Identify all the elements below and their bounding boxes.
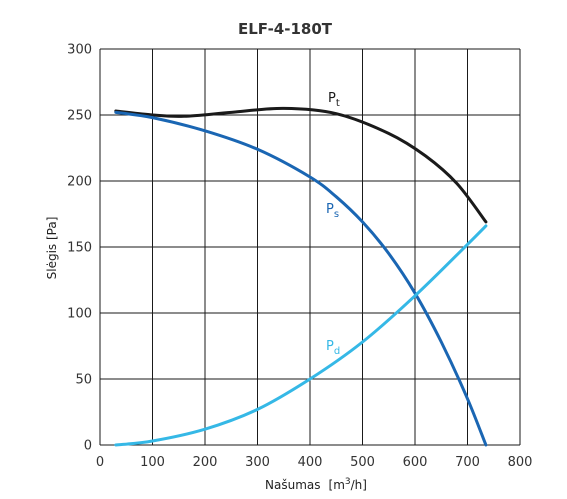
x-tick-label: 0: [96, 455, 104, 470]
y-axis-label: Slėgis [Pa]: [45, 217, 59, 280]
series-label-sub: d: [334, 346, 340, 357]
series-line-pd: [114, 224, 488, 447]
x-tick-label: 800: [508, 455, 533, 470]
series-label-sub: s: [334, 209, 339, 220]
y-tick-label: 150: [67, 241, 92, 256]
chart-title: ELF-4-180T: [238, 20, 333, 38]
x-tick-label: 400: [298, 455, 323, 470]
series-label-pd: Pd: [326, 339, 340, 357]
series-label-main: P: [326, 339, 334, 354]
grid: [99, 48, 521, 446]
y-tick-label: 250: [67, 109, 92, 124]
series-label-main: P: [326, 202, 334, 217]
y-tick-label: 200: [67, 175, 92, 190]
x-tick-label: 100: [140, 455, 165, 470]
y-axis-ticks: 0 50 100 150 200 250 300: [67, 43, 92, 454]
series-line-ps: [114, 110, 488, 447]
x-tick-label: 300: [245, 455, 270, 470]
series-label-ps: Ps: [326, 202, 339, 220]
x-axis-label-text: Našumas: [265, 478, 320, 492]
x-tick-label: 500: [350, 455, 375, 470]
series-label-pt: Pt: [328, 91, 340, 109]
series-label-sub: t: [336, 98, 340, 109]
x-axis-ticks: 0 100 200 300 400 500 600 700 800: [96, 455, 533, 470]
x-tick-label: 200: [193, 455, 218, 470]
x-axis-unit-prefix: [m: [329, 478, 345, 492]
x-axis-label: Našumas [m3/h]: [265, 477, 367, 492]
x-axis-unit-suffix: /h]: [351, 478, 367, 492]
y-tick-label: 50: [75, 373, 92, 388]
y-tick-label: 100: [67, 307, 92, 322]
x-tick-label: 600: [403, 455, 428, 470]
x-tick-label: 700: [455, 455, 480, 470]
y-tick-label: 0: [84, 439, 92, 454]
y-tick-label: 300: [67, 43, 92, 58]
series-line-pt: [114, 106, 488, 224]
x-axis-unit-sup: 3: [345, 477, 351, 487]
series-lines: [114, 106, 488, 447]
series-label-main: P: [328, 91, 336, 106]
